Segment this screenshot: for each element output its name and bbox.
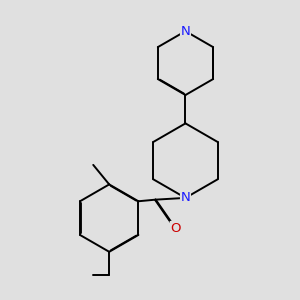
Text: O: O — [170, 221, 181, 235]
Text: N: N — [181, 25, 190, 38]
Text: N: N — [181, 191, 190, 204]
